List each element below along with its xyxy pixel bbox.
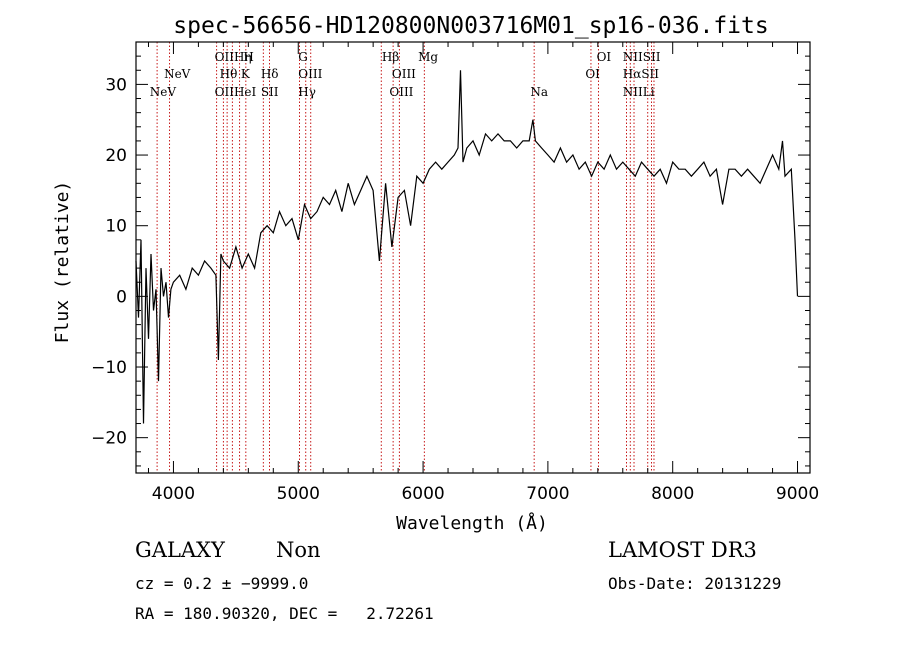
y-tick-label: 30 [105,75,127,95]
line-label: NeV [164,67,191,81]
line-label: H [243,50,253,64]
line-label: OIII [298,67,322,81]
x-axis-label: Wavelength (Å) [396,512,548,534]
y-tick-label: 20 [105,146,127,166]
line-label: OIII [392,67,416,81]
chart-title: spec-56656-HD120800N003716M01_sp16-036.f… [173,13,768,39]
line-label: OI [597,50,612,64]
line-label: NIILi [623,85,655,99]
survey-name: LAMOST DR3 [608,538,757,562]
line-label: Hβ [382,50,399,64]
line-label: OIIHeI [215,85,257,99]
line-label: Hγ [298,85,316,99]
line-label: NeV [150,85,177,99]
y-axis-label: Flux (relative) [52,181,73,344]
y-tick-label: −20 [91,429,127,449]
x-tick-label: 9000 [776,484,819,504]
x-tick-label: 4000 [152,484,195,504]
line-label: Hθ [220,67,238,81]
line-label: K [241,67,251,81]
line-label: OIII [389,85,413,99]
redshift-cz: cz = 0.2 ± −9999.0 [135,574,309,593]
y-tick-label: −10 [91,358,127,378]
object-class: GALAXY [135,538,225,562]
y-tick-label: 10 [105,217,127,237]
x-tick-label: 5000 [277,484,320,504]
line-label: G [298,50,308,64]
plot-frame [135,41,811,474]
y-tick-label: 0 [116,287,127,307]
line-label: Hδ [261,67,279,81]
spectrum-line [135,70,799,424]
emission-line-markers [156,42,655,473]
object-subclass: Non [276,538,321,562]
line-label: OI [585,67,600,81]
y-axis-ticks: −20 −10 0 10 20 30 [91,55,810,467]
line-label: OIIHη [215,50,252,64]
observation-date: Obs-Date: 20131229 [608,574,782,593]
line-label: NIISII [623,50,661,64]
ra-dec-coordinates: RA = 180.90320, DEC = 2.72261 [135,604,434,623]
x-tick-label: 7000 [526,484,569,504]
line-label: HαSII [623,67,660,81]
line-label: SII [261,85,279,99]
x-tick-label: 6000 [401,484,444,504]
line-label: Na [530,85,548,99]
x-axis-ticks: 4000 5000 6000 7000 8000 9000 [147,42,819,504]
x-tick-label: 8000 [651,484,694,504]
line-label: Mg [418,50,438,64]
